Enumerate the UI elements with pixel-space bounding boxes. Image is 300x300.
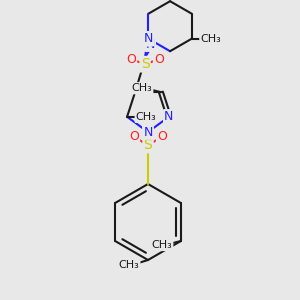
Text: CH₃: CH₃ [118,260,140,270]
Text: N: N [143,125,153,139]
Text: N: N [146,38,155,51]
Text: O: O [157,130,167,143]
Text: N: N [144,32,153,45]
Text: CH₃: CH₃ [136,112,157,122]
Text: O: O [129,130,139,143]
Text: S: S [141,57,149,71]
Text: S: S [144,138,152,152]
Text: O: O [126,53,136,66]
Text: CH₃: CH₃ [200,34,221,44]
Text: N: N [164,110,174,123]
Text: CH₃: CH₃ [132,83,152,93]
Text: CH₃: CH₃ [152,240,172,250]
Text: O: O [154,53,164,66]
